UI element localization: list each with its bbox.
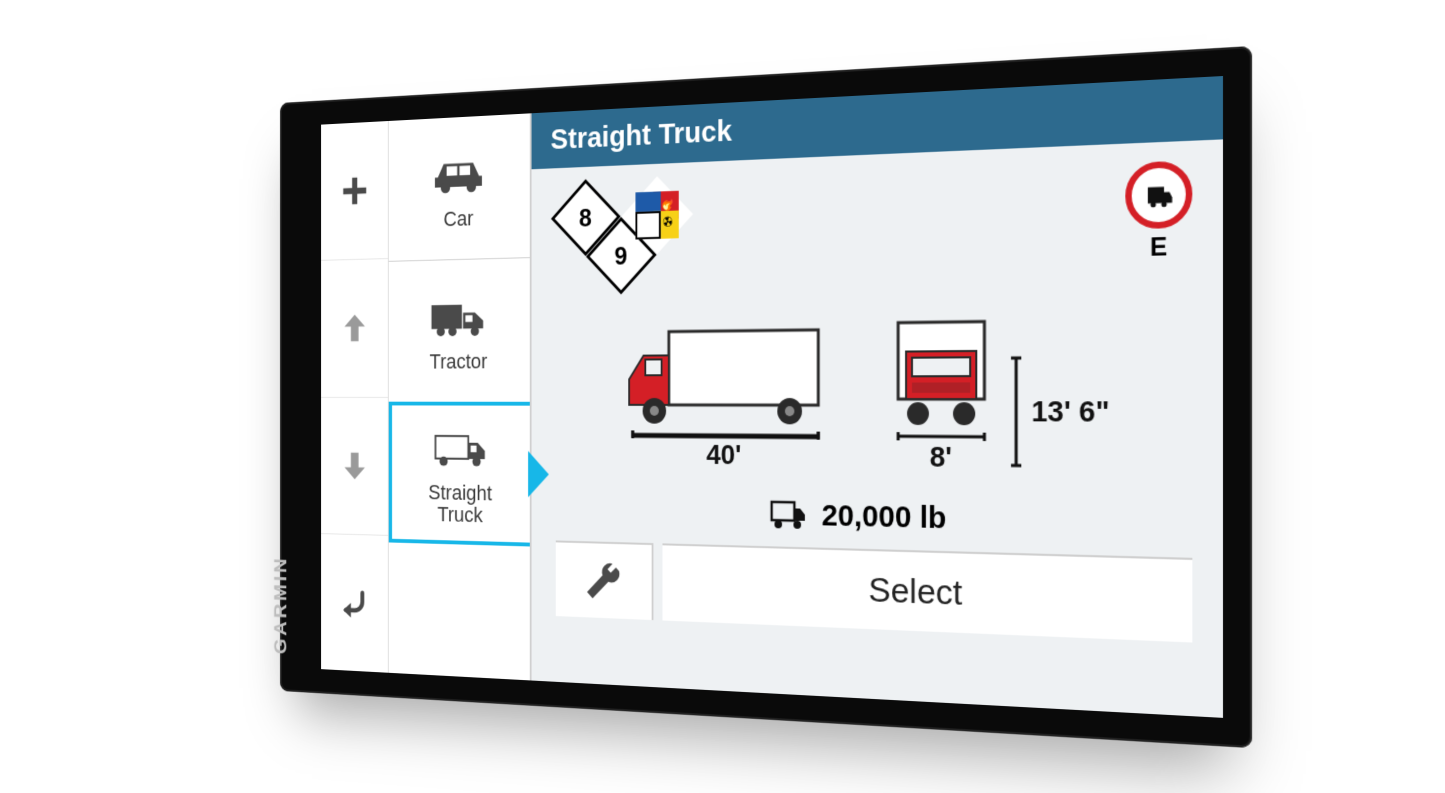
vehicle-item-tractor[interactable]: Tractor <box>388 258 529 403</box>
vehicle-item-car[interactable]: Car <box>388 113 529 261</box>
vehicle-label: Car <box>443 207 473 230</box>
tools-button[interactable] <box>555 540 653 620</box>
dimensions-row[interactable]: 40' <box>555 312 1191 477</box>
gps-device: GARMIN <box>280 45 1252 747</box>
screen: Car Tractor <box>321 75 1223 717</box>
straight-truck-icon <box>430 420 489 474</box>
select-label: Select <box>868 569 962 613</box>
straight-truck-small-icon <box>768 497 806 532</box>
bottom-bar: Select <box>555 540 1191 642</box>
weight-row[interactable]: 20,000 lb <box>555 493 1191 542</box>
brand-label: GARMIN <box>270 555 290 654</box>
hazmat-badges[interactable]: 8 9 <box>555 179 698 301</box>
environment-letter: E <box>1149 232 1166 263</box>
plus-icon <box>339 172 370 209</box>
select-button[interactable]: Select <box>662 543 1192 642</box>
vehicle-list: Car Tractor <box>388 113 531 680</box>
truck-side-icon <box>623 317 827 439</box>
arrow-down-icon <box>339 447 370 483</box>
vehicle-item-straight-truck[interactable]: Straight Truck <box>388 401 529 546</box>
truck-front-icon <box>886 315 996 441</box>
environment-ring-icon <box>1125 160 1192 229</box>
environment-sign[interactable]: E <box>1125 160 1192 264</box>
semi-truck-icon <box>429 288 488 342</box>
back-button[interactable] <box>321 533 388 672</box>
main-panel: Straight Truck 8 9 <box>531 75 1223 717</box>
weight-value: 20,000 lb <box>821 498 946 536</box>
page-title: Straight Truck <box>550 114 731 156</box>
vehicle-label: Tractor <box>429 350 487 372</box>
width-value: 8' <box>929 440 951 474</box>
add-button[interactable] <box>321 121 388 261</box>
scroll-down-button[interactable] <box>321 397 388 535</box>
vehicle-label: Straight Truck <box>428 481 492 526</box>
wrench-icon <box>583 558 622 602</box>
length-value: 40' <box>706 438 741 470</box>
height-value: 13' 6" <box>1031 394 1109 428</box>
height-bracket-icon <box>1008 353 1022 469</box>
arrow-up-icon <box>339 310 370 346</box>
content-area: 8 9 E <box>531 139 1223 718</box>
scroll-up-button[interactable] <box>321 259 388 397</box>
car-icon <box>429 145 488 201</box>
back-curved-arrow-icon <box>339 584 370 621</box>
